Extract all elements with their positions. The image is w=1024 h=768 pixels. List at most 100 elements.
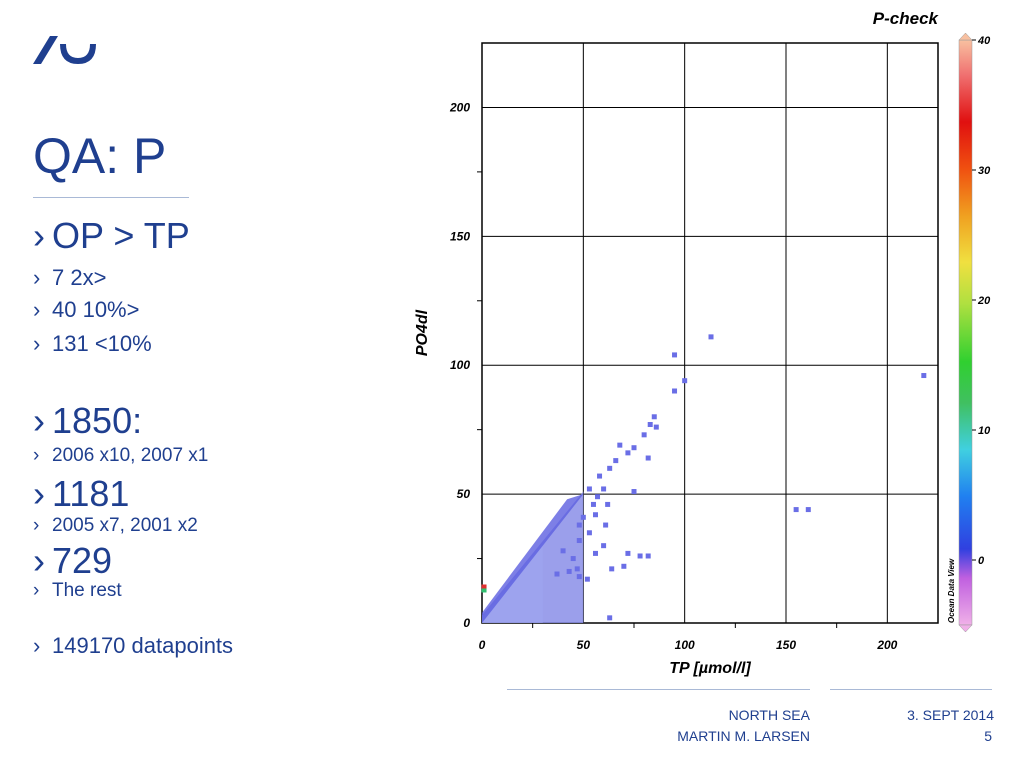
x-tick-label: 150 xyxy=(776,638,796,652)
data-point xyxy=(625,550,631,556)
data-point xyxy=(560,548,566,554)
bullet-marker: › xyxy=(33,265,41,290)
data-point xyxy=(708,334,714,340)
colorbar-tick-label: 20 xyxy=(977,295,991,307)
bullet-item: › OP > TP xyxy=(33,215,190,257)
bullet-marker: › xyxy=(33,445,40,466)
bullet-marker: › xyxy=(33,331,41,356)
data-point xyxy=(576,538,582,544)
data-point xyxy=(595,494,601,500)
data-point xyxy=(613,458,619,464)
data-point xyxy=(607,465,613,471)
footer-author: MARTIN M. LARSEN xyxy=(677,728,810,744)
data-point xyxy=(603,522,609,528)
data-point xyxy=(645,455,651,461)
y-axis-label: PO4dl xyxy=(414,309,431,356)
bullet-text: 40 10%> xyxy=(52,297,140,322)
data-point xyxy=(682,378,688,384)
data-point xyxy=(584,576,590,582)
bullet-marker: › xyxy=(33,400,45,441)
footer-region: NORTH SEA xyxy=(728,707,810,723)
bullet-marker: › xyxy=(33,473,45,514)
bullet-marker: › xyxy=(33,515,40,536)
data-point xyxy=(631,445,637,451)
data-point xyxy=(576,574,582,580)
colorbar-tick-label: 10 xyxy=(978,425,991,437)
data-point xyxy=(653,424,659,430)
data-point xyxy=(645,553,651,559)
bullet-item: › 7 2x> xyxy=(33,265,106,291)
page-number: 5 xyxy=(984,728,992,744)
data-point xyxy=(601,486,607,492)
bullet-text: 2005 x7, 2001 x2 xyxy=(52,515,198,536)
colorbar xyxy=(958,39,973,626)
university-logo xyxy=(33,36,96,64)
data-point xyxy=(793,507,799,513)
bullet-text: OP > TP xyxy=(52,215,190,256)
data-point xyxy=(576,522,582,528)
footer-left-divider xyxy=(507,689,810,690)
data-point xyxy=(601,543,607,549)
x-tick-label: 50 xyxy=(577,638,591,652)
colorbar-tick-label: 40 xyxy=(977,35,991,47)
bullet-item: › 729 xyxy=(33,540,112,582)
bullet-item: › 1850: xyxy=(33,400,142,442)
data-point xyxy=(672,352,678,358)
data-point xyxy=(574,566,580,572)
dense-point-cluster-edge xyxy=(482,494,584,623)
data-point xyxy=(586,530,592,536)
data-point xyxy=(607,615,613,621)
bullet-text: 2006 x10, 2007 x1 xyxy=(52,445,209,466)
data-point xyxy=(647,422,653,428)
bullet-item: › 40 10%> xyxy=(33,297,139,323)
data-point xyxy=(597,473,603,479)
colorbar-tick-label: 30 xyxy=(978,165,991,177)
y-tick-label: 150 xyxy=(450,229,470,243)
data-point xyxy=(605,501,611,507)
bullet-marker: › xyxy=(33,297,41,322)
bullet-text: 1850: xyxy=(52,400,143,441)
footer-date: 3. SEPT 2014 xyxy=(907,707,994,723)
data-point xyxy=(805,507,811,513)
bullet-marker: › xyxy=(33,540,45,581)
title-underline xyxy=(33,197,189,198)
y-tick-label: 0 xyxy=(463,616,470,630)
bullet-item: › The rest xyxy=(33,580,122,602)
footer-right-divider xyxy=(830,689,992,690)
colorbar-bottom-arrow xyxy=(958,624,973,633)
bullet-text: 131 <10% xyxy=(52,331,152,356)
data-point xyxy=(672,388,678,394)
data-point xyxy=(554,571,560,577)
data-point xyxy=(590,501,596,507)
bullet-item: › 131 <10% xyxy=(33,331,152,357)
data-point xyxy=(617,442,623,448)
data-point xyxy=(631,489,637,495)
x-tick-label: 100 xyxy=(675,638,695,652)
colorbar-top-arrow xyxy=(958,32,973,41)
data-point xyxy=(651,414,657,420)
chart-title: P-check xyxy=(873,9,940,28)
bullet-item: › 2006 x10, 2007 x1 xyxy=(33,445,208,467)
data-point xyxy=(566,568,572,574)
data-point xyxy=(580,514,586,520)
bullet-marker: › xyxy=(33,215,45,256)
colorbar-tick-label: 0 xyxy=(978,555,985,567)
x-tick-label: 0 xyxy=(479,638,486,652)
bullet-item: › 1181 xyxy=(33,473,129,515)
bullet-text: 7 2x> xyxy=(52,265,107,290)
data-point xyxy=(641,432,647,438)
data-point xyxy=(592,550,598,556)
data-point xyxy=(625,450,631,456)
y-tick-label: 50 xyxy=(457,487,471,501)
y-tick-label: 200 xyxy=(449,100,470,114)
bullet-text: The rest xyxy=(52,580,122,601)
data-point xyxy=(570,556,576,562)
y-tick-label: 100 xyxy=(450,358,470,372)
data-point xyxy=(592,512,598,518)
slide-title: QA: P xyxy=(33,128,167,184)
bullet-item: › 2005 x7, 2001 x2 xyxy=(33,515,198,537)
bullet-text: 149170 datapoints xyxy=(52,633,234,658)
data-point xyxy=(621,563,627,569)
bullet-marker: › xyxy=(33,580,40,601)
